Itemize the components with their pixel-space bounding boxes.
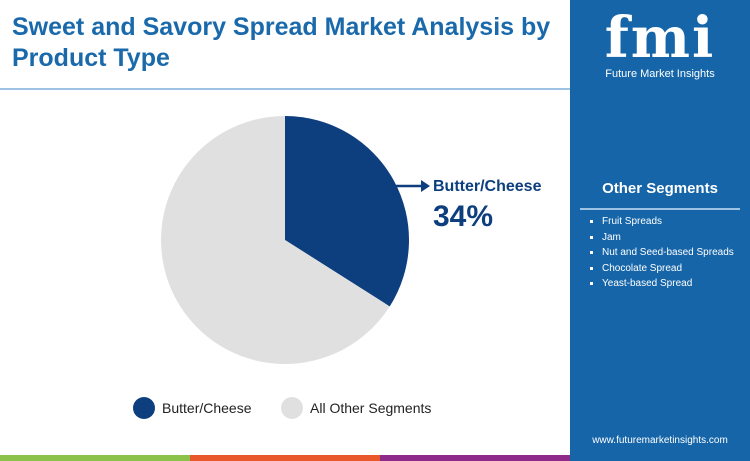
list-item: Chocolate Spread [602, 261, 742, 277]
brand-name: Future Market Insights [605, 68, 715, 80]
footer-bar-green [0, 455, 190, 461]
legend-swatch [281, 397, 303, 419]
list-item: Yeast-based Spread [602, 276, 742, 292]
callout-arrow-icon [395, 180, 430, 192]
segments-divider [580, 208, 740, 210]
page-title: Sweet and Savory Spread Market Analysis … [12, 13, 551, 72]
title-divider [0, 88, 570, 90]
legend-item-other: All Other Segments [281, 397, 431, 419]
other-segments-heading: Other Segments [602, 180, 718, 197]
legend-item-butter-cheese: Butter/Cheese [133, 397, 252, 419]
logo-mark: fmi [604, 5, 716, 71]
footer-bar-purple [380, 455, 570, 461]
other-segments-list: Fruit Spreads Jam Nut and Seed-based Spr… [580, 214, 742, 292]
pie-slice-butter-cheese [285, 116, 409, 307]
list-item: Jam [602, 230, 742, 246]
footer-bar-blue [570, 455, 750, 461]
legend-label: All Other Segments [310, 400, 432, 416]
callout-value: 34% [433, 200, 494, 233]
brand-logo: fmi Future Market Insights [598, 8, 722, 80]
callout-label: Butter/Cheese [433, 178, 542, 195]
footer-bar-orange [190, 455, 380, 461]
pie-chart [160, 116, 409, 364]
pie-slice-all-other-segments [160, 116, 390, 364]
legend-label: Butter/Cheese [162, 400, 252, 416]
legend-swatch [133, 397, 155, 419]
list-item: Fruit Spreads [602, 214, 742, 230]
side-panel [570, 0, 750, 455]
website-url: www.futuremarketinsights.com [592, 435, 728, 446]
list-item: Nut and Seed-based Spreads [602, 245, 742, 261]
